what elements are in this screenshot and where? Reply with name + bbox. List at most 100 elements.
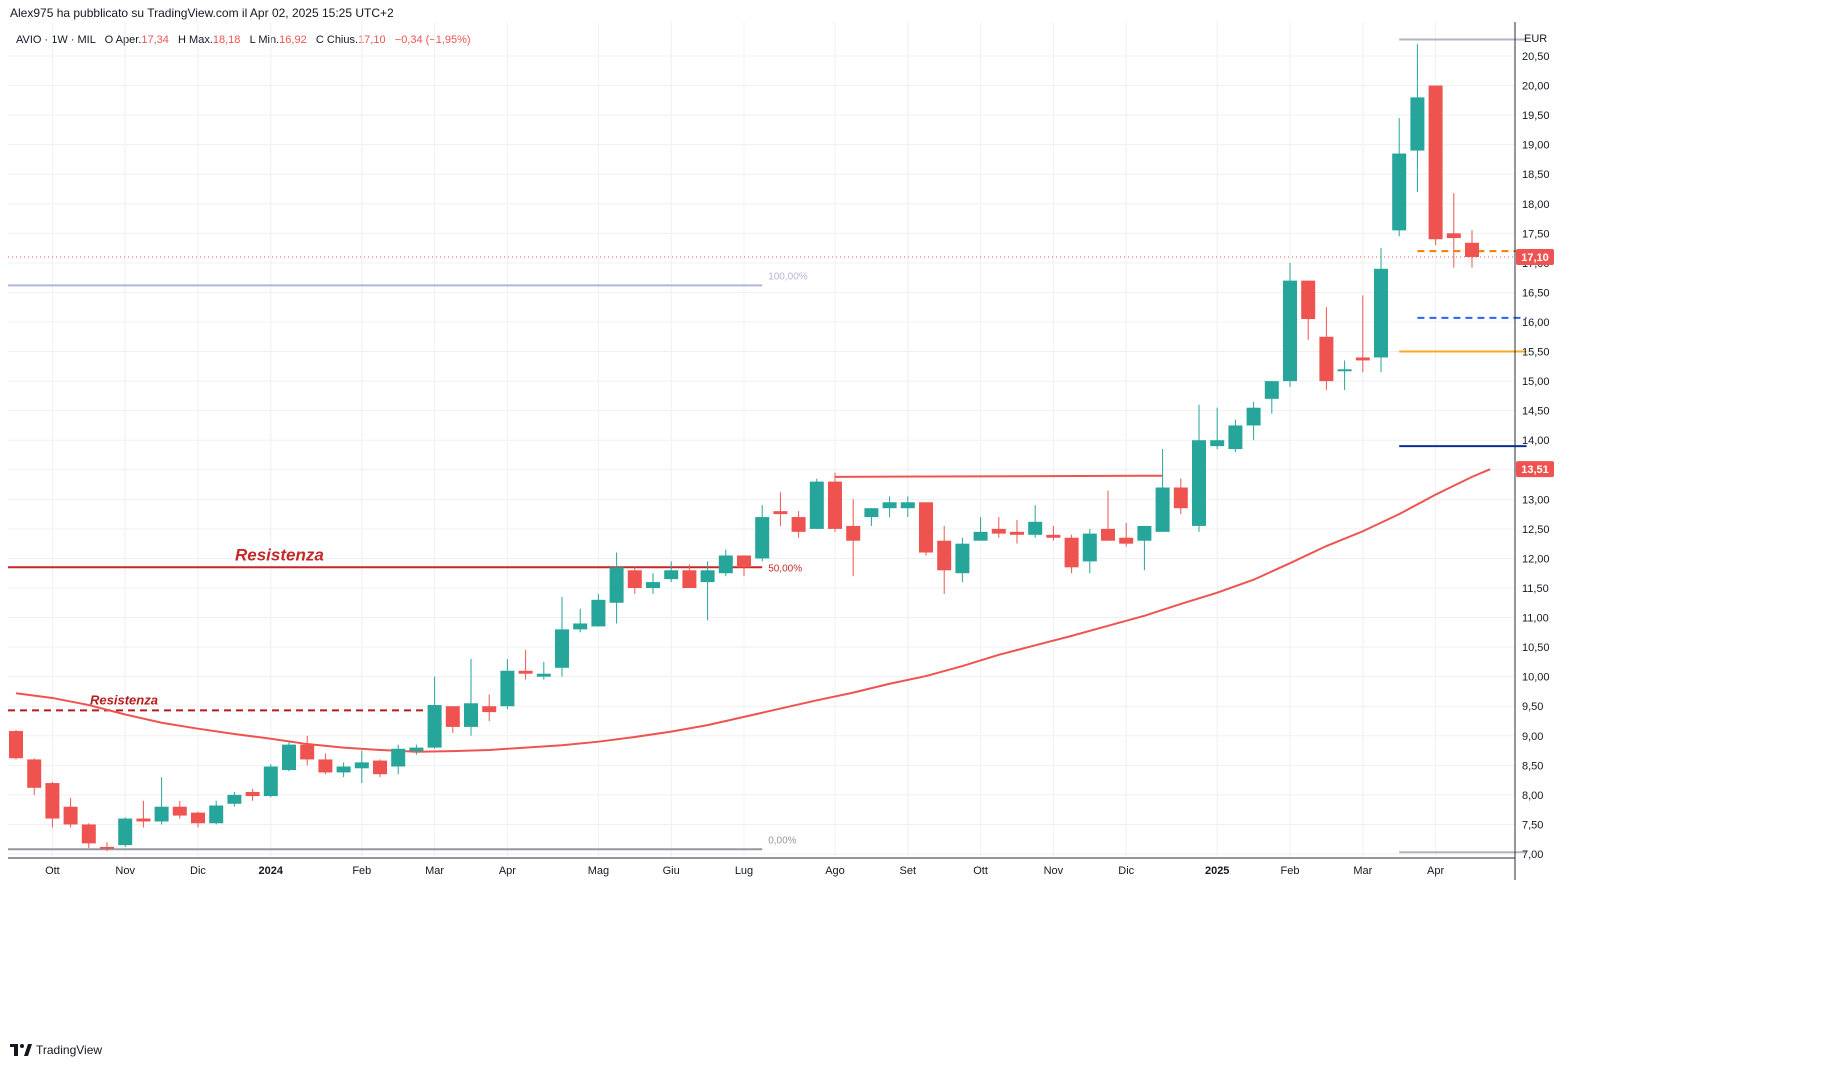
candle-body	[1374, 268, 1388, 358]
attribution-text: Alex975 ha pubblicato su TradingView.com…	[10, 6, 394, 20]
candle-body	[1192, 440, 1206, 526]
resistance-label: Resistenza	[90, 692, 158, 707]
candle-body	[1337, 369, 1352, 372]
candle-down	[518, 650, 533, 680]
candle-body	[336, 766, 351, 773]
candle-down	[81, 823, 96, 849]
candle-body	[864, 508, 879, 518]
candle-body	[118, 818, 133, 846]
candle-down	[27, 758, 42, 795]
candle-body	[245, 791, 260, 797]
candle-body	[809, 481, 824, 529]
candle-body	[282, 744, 296, 771]
candle-body	[646, 582, 660, 588]
candle-down	[1428, 85, 1443, 246]
symbol-label[interactable]: AVIO · 1W · MIL	[16, 34, 96, 46]
candle-body	[573, 623, 588, 630]
candle-body	[555, 629, 569, 668]
candle-up	[1137, 525, 1152, 571]
candle-up	[227, 791, 242, 807]
candle-body	[1392, 153, 1407, 231]
time-axis[interactable]: Ott Nov Dic 2024 Feb Mar Apr Mag Giu Lug Ago Set Ott…	[8, 857, 1515, 877]
annotations: Resistenza Resistenza	[90, 545, 324, 707]
candle-body	[1319, 336, 1334, 382]
close-prefix: Chius.	[326, 34, 359, 46]
y-tick-label: 16,00	[1522, 317, 1550, 329]
change-value: −0,34 (−1,95%)	[394, 34, 471, 46]
low-letter: L	[249, 34, 256, 46]
close-value: 17,10	[358, 34, 386, 46]
candle-down	[63, 797, 78, 828]
y-tick-label: 13,00	[1522, 494, 1550, 506]
candle-body	[154, 806, 169, 822]
candle-body	[263, 766, 278, 797]
candle-up	[263, 764, 278, 798]
x-tick-label: Apr	[499, 865, 516, 877]
candle-body	[1119, 537, 1134, 544]
candle-up	[718, 549, 733, 577]
candle-body	[318, 759, 333, 773]
candle-body	[1246, 407, 1261, 426]
y-tick-label: 8,50	[1522, 760, 1543, 772]
x-tick-label: Set	[900, 865, 917, 877]
y-tick-label: 9,50	[1522, 701, 1543, 713]
candle-down	[245, 788, 260, 801]
candle-up	[609, 552, 624, 624]
candle-down	[1446, 193, 1461, 268]
high-value: 18,18	[212, 34, 241, 46]
candle-body	[100, 846, 114, 849]
horizontal-levels	[8, 38, 1527, 854]
candle-body	[1355, 357, 1370, 361]
candle-body	[191, 812, 205, 824]
candle-up	[555, 596, 569, 677]
candle-body	[45, 783, 60, 819]
y-tick-label: 11,00	[1522, 613, 1549, 625]
y-tick-label: 20,00	[1522, 81, 1550, 93]
candle-down	[919, 502, 933, 556]
x-tick-label: Nov	[115, 865, 135, 877]
candle-down	[791, 511, 806, 538]
candle-up	[500, 658, 515, 710]
fibonacci-levels: 100,00% 50,00% 0,00%	[8, 271, 808, 851]
candle-down	[373, 759, 387, 778]
candle-body	[1064, 537, 1079, 568]
resistance-label: Resistenza	[235, 545, 324, 564]
candle-down	[1064, 534, 1079, 574]
grid-lines	[8, 22, 1515, 858]
open-value: 17,34	[141, 34, 169, 46]
price-axis[interactable]: 7,00 7,50 8,00 8,50 9,00 9,50 10,00 10,50 11,00 1…	[1514, 22, 1554, 880]
candle-body	[1137, 525, 1152, 541]
candle-down	[1119, 522, 1134, 547]
candle-down	[682, 564, 697, 588]
y-tick-label: 20,50	[1522, 51, 1550, 63]
candle-body	[1028, 521, 1043, 535]
candle-down	[191, 811, 205, 828]
candle-body	[518, 670, 533, 674]
candle-up	[354, 750, 369, 784]
candle-down	[1355, 295, 1370, 373]
candle-body	[1010, 531, 1024, 535]
candle-up	[336, 762, 351, 778]
candle-up	[1374, 248, 1388, 373]
candle-down	[45, 781, 60, 828]
y-tick-label: 19,00	[1522, 140, 1550, 152]
candle-up	[391, 744, 406, 775]
candle-down	[846, 499, 861, 577]
candle-up	[1246, 401, 1261, 441]
candle-up	[755, 505, 770, 562]
fib-label: 0,00%	[768, 835, 796, 846]
candle-body	[846, 525, 861, 541]
candle-body	[500, 670, 515, 707]
candle-body	[718, 555, 733, 574]
candle-body	[937, 540, 952, 571]
candle-body	[737, 555, 751, 568]
candle-down	[991, 517, 1006, 538]
candle-body	[682, 570, 697, 588]
y-tick-label: 14,00	[1522, 435, 1550, 447]
candle-body	[1410, 97, 1425, 151]
candle-down	[136, 800, 151, 828]
trend-line	[834, 474, 1163, 478]
candle-body	[1101, 528, 1115, 541]
candle-down	[482, 694, 497, 721]
